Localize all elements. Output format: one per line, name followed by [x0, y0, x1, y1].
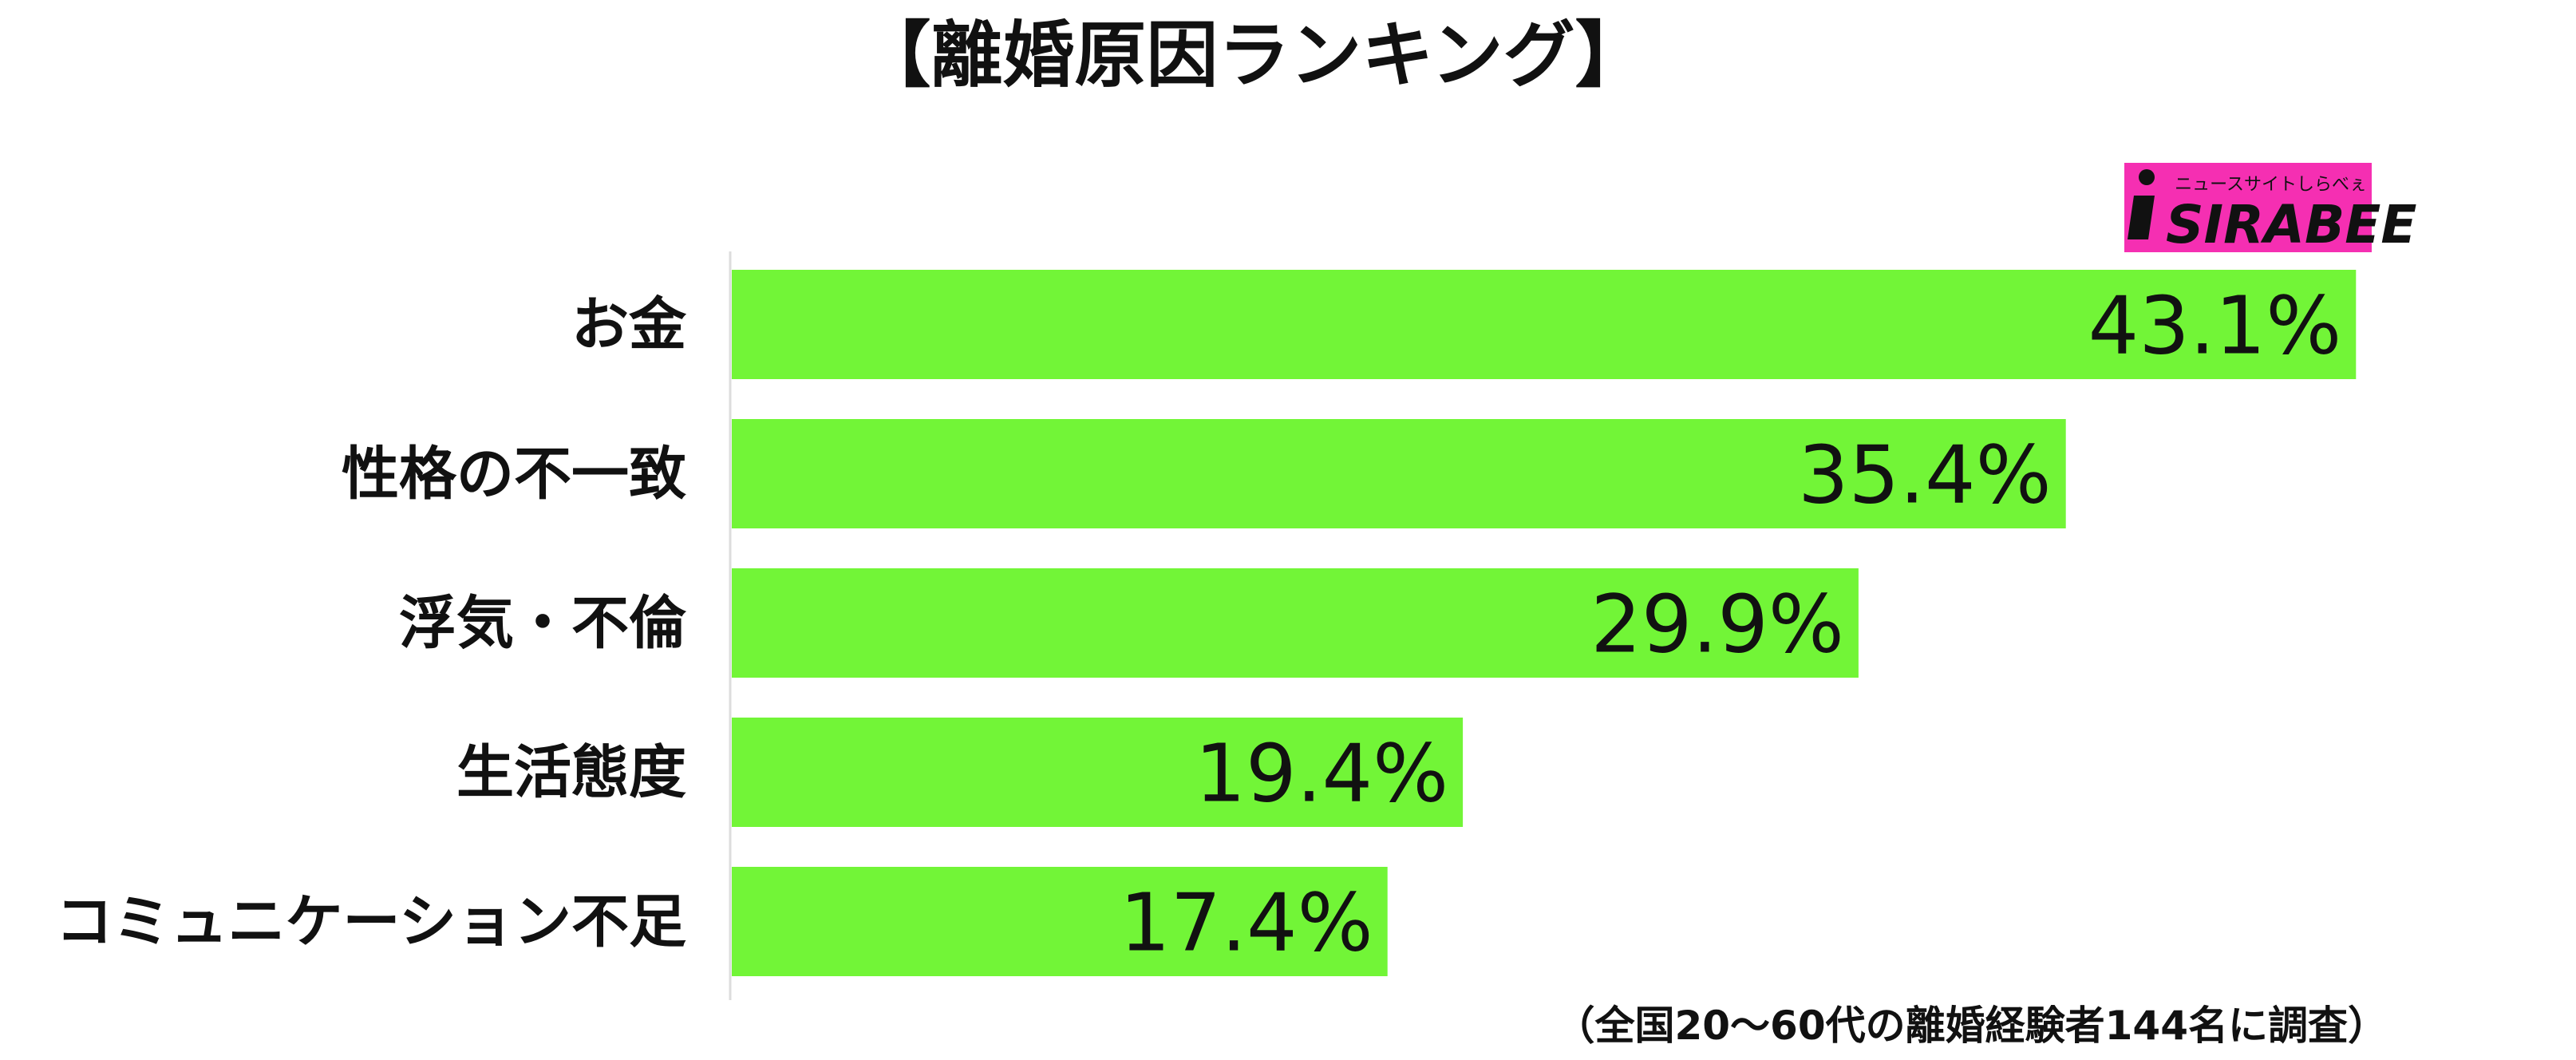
logo-i-icon: [2128, 169, 2155, 239]
value-label: 29.9%: [1590, 578, 1844, 671]
survey-note: （全国20〜60代の離婚経験者144名に調査）: [1555, 1003, 2388, 1049]
bars-group: お金 43.1% 性格の不一致 35.4% 浮気・不倫 29.9% 生活態度 19.4% コミュ…: [55, 270, 2357, 976]
bar: [732, 270, 2357, 379]
bar: [732, 718, 1464, 827]
bar: [732, 867, 1388, 976]
value-label: 35.4%: [1798, 429, 2052, 522]
logo-subtext: ニュースサイトしらべぇ: [2175, 175, 2367, 195]
value-label: 43.1%: [2088, 279, 2342, 373]
value-label: 17.4%: [1120, 876, 1373, 970]
category-label: 生活態度: [456, 739, 686, 806]
logo-background: [2124, 163, 2372, 252]
category-label: コミュニケーション不足: [55, 888, 686, 955]
sirabee-logo: ニュースサイトしらべぇ SIRABEE: [2124, 163, 2416, 255]
category-label: お金: [571, 291, 687, 358]
logo-text: SIRABEE: [2166, 194, 2416, 255]
chart-title: 【離婚原因ランキング】: [859, 14, 1646, 97]
bar: [732, 419, 2066, 528]
bar: [732, 568, 1859, 678]
category-label: 性格の不一致: [342, 441, 686, 508]
category-label: 浮気・不倫: [399, 590, 687, 657]
value-label: 19.4%: [1195, 727, 1448, 821]
